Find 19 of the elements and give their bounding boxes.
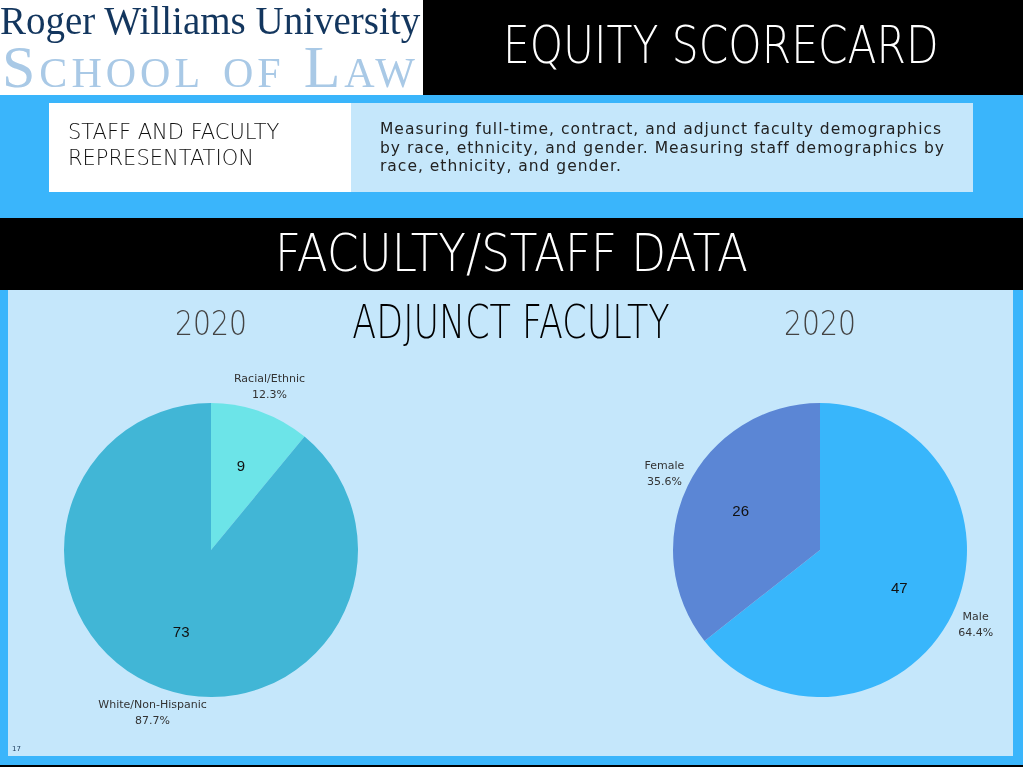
data-label: 9 (236, 457, 245, 475)
text: 35.6% (646, 475, 682, 489)
chart-title: 2020 (784, 303, 856, 343)
text: STAFF AND FACULTY REPRESENTATION (68, 119, 281, 171)
text: ADJUNCT FACULTY (351, 295, 671, 349)
slice-label: Racial/Ethnic (233, 372, 306, 386)
slice-label: Female (644, 459, 685, 473)
slice-label: White/Non-Hispanic (98, 697, 207, 711)
data-label: 73 (172, 623, 190, 641)
text: 64.4% (958, 626, 994, 640)
data-label: 26 (732, 501, 749, 519)
chart-title: 2020 (175, 303, 247, 343)
text: Measuring full-time, contract, and adjunct faculty demographics by race, ethnicity, and gender. Measuring staff demographics by race, ethnicity, and gender. (380, 120, 946, 176)
text: 12.3% (252, 388, 287, 402)
slice-label: Male (962, 610, 989, 624)
text: 87.7% (135, 713, 170, 727)
text: EQUITY SCORECARD (501, 14, 940, 76)
text: FACULTY/STAFF DATA (273, 222, 749, 284)
data-label: 47 (891, 578, 908, 596)
